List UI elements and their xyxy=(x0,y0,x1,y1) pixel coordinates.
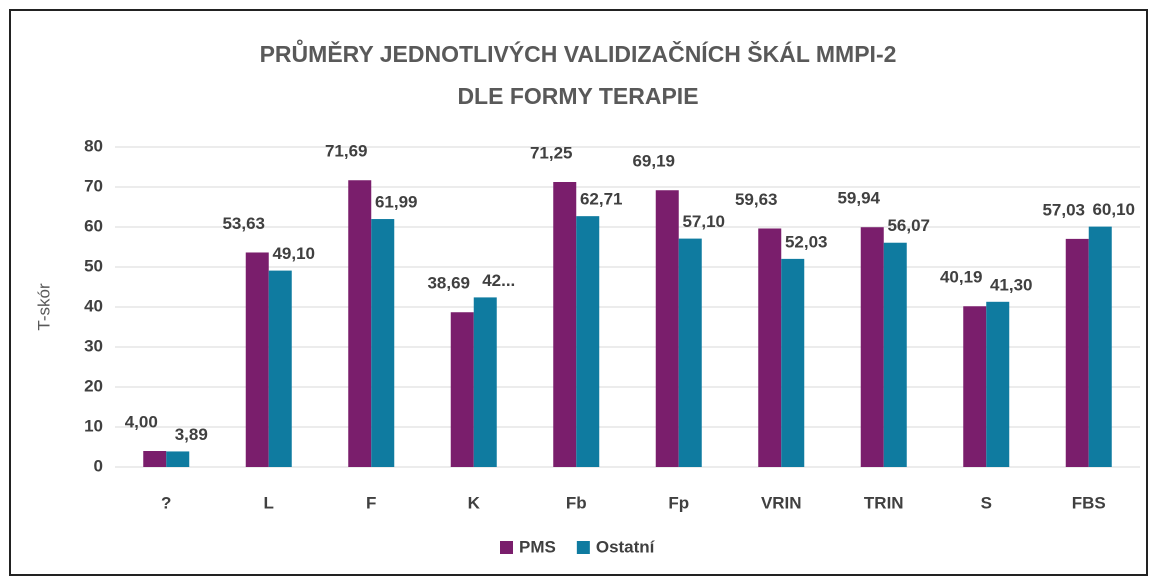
x-tick-label: L xyxy=(264,493,274,512)
bar xyxy=(553,182,577,467)
legend-swatch xyxy=(500,541,513,554)
y-tick-label: 80 xyxy=(84,136,103,155)
legend-swatch xyxy=(576,541,590,554)
data-label: 42... xyxy=(482,271,515,290)
data-label: 59,94 xyxy=(837,189,880,208)
data-label: 38,69 xyxy=(427,274,470,293)
x-tick-label: K xyxy=(468,493,481,512)
data-label: 61,99 xyxy=(375,193,418,212)
data-label: 53,63 xyxy=(222,214,265,233)
bar xyxy=(678,238,702,467)
legend-label: PMS xyxy=(519,537,556,556)
bar xyxy=(268,270,292,467)
y-tick-label: 10 xyxy=(84,416,103,435)
bar xyxy=(963,306,987,467)
y-tick-label: 50 xyxy=(84,256,103,275)
x-tick-label: F xyxy=(366,493,376,512)
bar xyxy=(781,258,805,467)
chart-title: PRŮMĚRY JEDNOTLIVÝCH VALIDIZAČNÍCH ŠKÁL … xyxy=(260,38,897,67)
data-label: 52,03 xyxy=(785,232,828,251)
x-tick-label: ? xyxy=(161,493,171,512)
bar xyxy=(1065,238,1089,467)
bar xyxy=(245,252,269,467)
chart-title: DLE FORMY TERAPIE xyxy=(457,83,698,109)
bar xyxy=(1088,226,1112,467)
data-label: 49,10 xyxy=(272,244,315,263)
y-tick-label: 30 xyxy=(84,336,103,355)
x-tick-label: FBS xyxy=(1072,493,1106,512)
x-tick-label: VRIN xyxy=(761,493,802,512)
data-label: 59,63 xyxy=(735,190,778,209)
bar xyxy=(860,227,884,467)
x-tick-label: Fb xyxy=(566,493,587,512)
data-label: 60,10 xyxy=(1092,200,1135,219)
bar xyxy=(758,228,782,467)
y-axis-label: T-skór xyxy=(34,283,53,331)
y-tick-label: 20 xyxy=(84,376,103,395)
bar xyxy=(473,297,497,467)
bar xyxy=(371,219,395,467)
data-label: 62,71 xyxy=(580,190,623,209)
data-label: 69,19 xyxy=(632,152,675,171)
y-tick-label: 40 xyxy=(84,296,103,315)
bar xyxy=(348,180,372,468)
data-label: 57,03 xyxy=(1042,200,1085,219)
bar xyxy=(986,301,1010,467)
data-label: 56,07 xyxy=(887,216,930,235)
y-tick-label: 60 xyxy=(84,216,103,235)
bar xyxy=(576,216,600,467)
bar xyxy=(450,312,474,467)
data-label: 41,30 xyxy=(990,275,1033,294)
x-tick-label: Fp xyxy=(668,493,689,512)
legend-label: Ostatní xyxy=(596,537,656,556)
bar xyxy=(166,451,190,467)
x-tick-label: TRIN xyxy=(864,493,904,512)
data-label: 71,69 xyxy=(325,142,368,161)
bar xyxy=(655,190,679,468)
data-label: 4,00 xyxy=(125,412,158,431)
data-label: 71,25 xyxy=(530,143,573,162)
data-label: 3,89 xyxy=(175,425,208,444)
bar xyxy=(883,242,907,467)
bar xyxy=(143,451,167,467)
x-tick-label: S xyxy=(981,493,992,512)
data-label: 40,19 xyxy=(940,268,983,287)
y-tick-label: 0 xyxy=(94,456,103,475)
y-tick-label: 70 xyxy=(84,176,103,195)
data-label: 57,10 xyxy=(682,212,725,231)
